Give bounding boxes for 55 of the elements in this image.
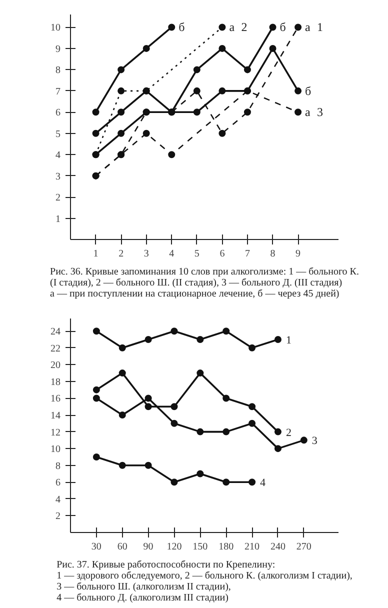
y-tick-label: 2 [56, 192, 60, 204]
annotation: б [305, 84, 312, 98]
x-tick-label: 150 [192, 542, 208, 552]
annotation: б [178, 20, 185, 34]
x-tick-label: 60 [117, 542, 128, 552]
y-tick-label: 4 [56, 494, 60, 506]
x-tick-label: 210 [244, 542, 260, 552]
text: Рис. 37. Кривые работоспособности по Крепелину: 1 — здорового обследуемого, 2 — больного К. (алкоголизм I стадии), 3 — больного Ш. (алкоголизм II стадии), 4 — больного Д. (алкоголизм III стадии) [56, 560, 352, 604]
x-tick-label: 90 [143, 542, 154, 552]
y-tick-label: 10 [50, 22, 60, 34]
x-tick-label: 7 [244, 248, 250, 260]
annotation: а [305, 20, 312, 34]
y-tick-label: 2 [56, 511, 60, 522]
y-tick-label: 5 [56, 128, 60, 140]
y-tick-label: 22 [50, 343, 60, 354]
x-tick-label: 5 [194, 248, 200, 260]
y-tick-label: 6 [56, 478, 60, 489]
x-tick-label: 3 [144, 248, 149, 260]
annotation: б [280, 20, 286, 34]
x-tick-label: 120 [166, 542, 182, 552]
y-tick-label: 9 [56, 44, 60, 55]
x-tick-label: 180 [218, 542, 234, 552]
y-tick-label: 24 [50, 326, 60, 338]
y-tick-label: 1 [56, 214, 60, 225]
y-tick-label: 18 [50, 376, 60, 388]
y-tick-label: 8 [56, 460, 60, 472]
x-tick-label: 30 [91, 542, 102, 552]
series-label: 1 [286, 334, 292, 346]
x-tick-label: 240 [270, 542, 286, 552]
series-label: 3 [312, 435, 318, 448]
series-label: 2 [286, 426, 292, 439]
annotation: а [305, 105, 312, 120]
annotation: 2 [241, 20, 248, 34]
annotation: а [229, 20, 236, 34]
x-tick-label: 2 [118, 248, 124, 260]
y-tick-label: 14 [50, 410, 60, 422]
y-tick-label: 7 [56, 86, 60, 98]
x-tick-label: 8 [270, 248, 276, 260]
y-tick-label: 8 [56, 65, 60, 76]
x-tick-label: 1 [93, 248, 98, 260]
x-tick-label: 9 [296, 248, 301, 260]
y-tick-label: 16 [50, 394, 60, 405]
y-tick-label: 10 [50, 444, 60, 456]
y-tick-label: 6 [56, 108, 60, 119]
annotation: 1 [317, 20, 324, 34]
text: Рис. 36. Кривые запоминания 10 слов при алкоголизме: 1 — больного К. (I стадия), 2 — больного Ш. (II стадия), 3 — больного Д. (III стадия) а — при поступлении на стационарное лечение, б — через 45 дней) [50, 266, 359, 300]
y-tick-label: 3 [56, 171, 60, 182]
y-tick-label: 4 [56, 150, 60, 162]
series-label: 4 [260, 477, 266, 490]
x-tick-label: 4 [169, 248, 174, 260]
x-tick-label: 270 [296, 542, 312, 552]
y-tick-label: 12 [50, 427, 60, 438]
y-tick-label: 20 [50, 360, 60, 372]
annotation: 3 [317, 105, 324, 120]
x-tick-label: 6 [220, 248, 225, 260]
